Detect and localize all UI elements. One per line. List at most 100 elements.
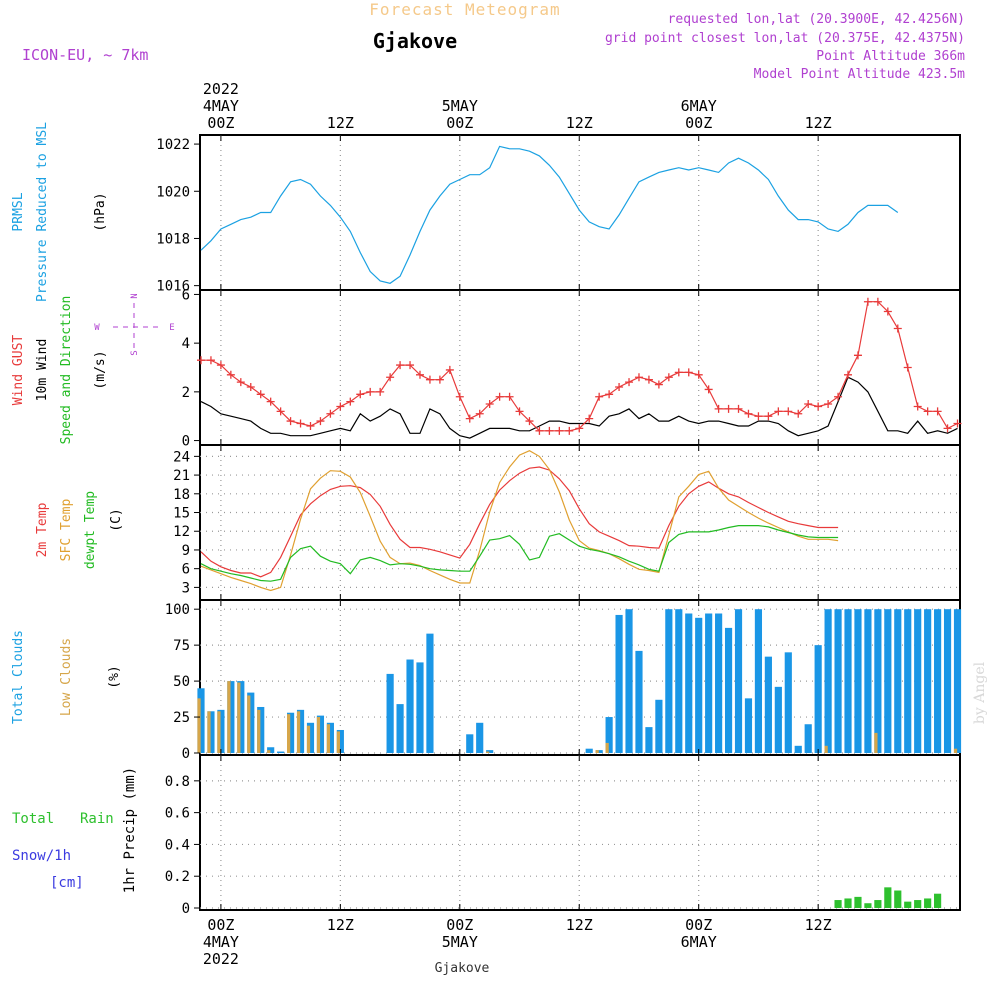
total-clouds-bar xyxy=(645,727,653,753)
wind-gust-marker xyxy=(664,373,673,382)
wind-gust-marker xyxy=(734,404,743,413)
top-time-label: 6MAY xyxy=(681,97,717,115)
low-clouds-bar xyxy=(286,714,291,753)
wind-gust-marker xyxy=(326,409,335,418)
bottom-time-label: 5MAY xyxy=(442,933,478,951)
total-clouds-bar xyxy=(824,609,832,753)
total-clouds-bar xyxy=(705,613,713,753)
total-clouds-bar xyxy=(794,745,802,753)
low-clouds-bar xyxy=(296,711,301,753)
panel-frames xyxy=(199,134,961,911)
compass-n: N xyxy=(130,293,140,298)
total-clouds-bar xyxy=(386,673,394,753)
wind-gust-marker xyxy=(903,363,912,372)
precip-bar xyxy=(924,898,932,908)
total-clouds-bar xyxy=(943,609,952,753)
low-clouds-bar xyxy=(595,750,599,753)
wind-gust-marker xyxy=(754,412,763,421)
total-clouds-bar xyxy=(476,722,484,753)
wind-gust-marker xyxy=(445,365,454,374)
wind-gust-marker xyxy=(575,424,584,433)
precip-y-tick-label: 0 xyxy=(182,901,190,917)
precip-bar xyxy=(854,896,862,908)
total-clouds-bar xyxy=(625,609,633,753)
wind-gust-marker xyxy=(455,392,464,401)
wind-gust-marker xyxy=(376,387,385,396)
header-model: ICON-EU, ~ 7km xyxy=(22,46,148,64)
total-clouds-bar xyxy=(217,709,225,753)
wind-gust-line xyxy=(201,301,958,432)
wind-gust-marker xyxy=(515,407,524,416)
total-clouds-bar xyxy=(784,652,792,753)
wind-gust-marker xyxy=(694,370,703,379)
total-clouds-bar xyxy=(934,609,942,753)
pressure-labels: PRMSL Pressure Reduced to MSL (hPa) xyxy=(11,122,108,302)
total-clouds-bar xyxy=(715,613,723,753)
total-clouds-bar xyxy=(286,712,295,753)
wind-gust-marker xyxy=(226,370,235,379)
wind-unit: (m/s) xyxy=(93,350,108,389)
total-clouds-bar xyxy=(247,692,255,753)
wind-gust-marker xyxy=(814,402,823,411)
wind-panel-frame xyxy=(199,289,961,446)
bottom-time-label: 12Z xyxy=(327,916,354,934)
top-time-label: 2022 xyxy=(203,80,239,98)
wind-y-tick-label: 4 xyxy=(182,336,190,352)
wind-gust-marker xyxy=(236,378,245,387)
total-clouds-bar xyxy=(744,698,753,753)
wind-gust-marker xyxy=(605,390,614,399)
wind-gust-marker xyxy=(724,404,733,413)
temp-label-2m: 2m Temp xyxy=(35,502,50,557)
wind-gust-marker xyxy=(565,426,574,435)
low-clouds-bar xyxy=(605,742,609,753)
wind-gust-marker xyxy=(774,407,783,416)
precip-labels: Total Rain Snow/1h [cm] 1hr Precip (mm) xyxy=(12,767,138,893)
wind-gust-marker xyxy=(644,375,653,384)
low-clouds-bar xyxy=(257,709,261,753)
clouds-y-tick-label: 75 xyxy=(173,638,190,654)
top-time-label: 12Z xyxy=(805,114,832,132)
low-clouds-bar xyxy=(207,711,211,753)
temp-sfc-line xyxy=(200,450,839,592)
clouds-label-low: Low Clouds xyxy=(59,638,74,716)
top-time-label: 00Z xyxy=(685,114,712,132)
precip-bar xyxy=(844,898,852,908)
precip-bar xyxy=(834,900,842,908)
low-clouds-bar xyxy=(197,698,201,753)
top-time-label: 4MAY xyxy=(203,97,239,115)
precip-bar xyxy=(934,893,942,908)
low-clouds-bar xyxy=(267,750,271,753)
low-clouds-bar xyxy=(217,711,221,753)
plots xyxy=(196,145,962,908)
temp-y-tick-label: 6 xyxy=(182,562,190,578)
wind-gust-marker xyxy=(276,407,285,416)
axes: 1016101810201022024636912151821240255075… xyxy=(156,80,831,968)
credit-watermark: by Angel xyxy=(972,661,988,724)
wind-gust-marker xyxy=(306,421,315,430)
total-clouds-bar xyxy=(277,751,285,753)
footer-location: Gjakove xyxy=(435,961,490,976)
total-clouds-bar xyxy=(655,699,663,753)
wind-gust-marker xyxy=(893,324,902,333)
wind-gust-marker xyxy=(933,407,942,416)
total-clouds-bar xyxy=(486,750,494,753)
pressure-panel-frame xyxy=(199,134,961,291)
wind-gust-marker xyxy=(485,400,494,409)
wind-gust-marker xyxy=(764,412,773,421)
low-clouds-bar xyxy=(227,681,231,753)
low-clouds-bar xyxy=(247,695,251,753)
wind-compass: N S W E xyxy=(94,293,174,355)
wind-label-speed: Speed and Direction xyxy=(59,296,74,445)
wind-gust-marker xyxy=(475,409,484,418)
wind-gust-marker xyxy=(744,409,753,418)
temp-y-tick-label: 9 xyxy=(182,543,190,559)
precip-bar xyxy=(894,890,902,908)
low-clouds-bar xyxy=(953,748,958,753)
total-clouds-bar xyxy=(724,627,733,753)
precip-bar xyxy=(864,903,872,908)
wind-gust-marker xyxy=(415,370,424,379)
total-clouds-bar xyxy=(734,609,743,753)
clouds-unit: (%) xyxy=(107,665,122,688)
low-clouds-bar xyxy=(336,731,340,753)
